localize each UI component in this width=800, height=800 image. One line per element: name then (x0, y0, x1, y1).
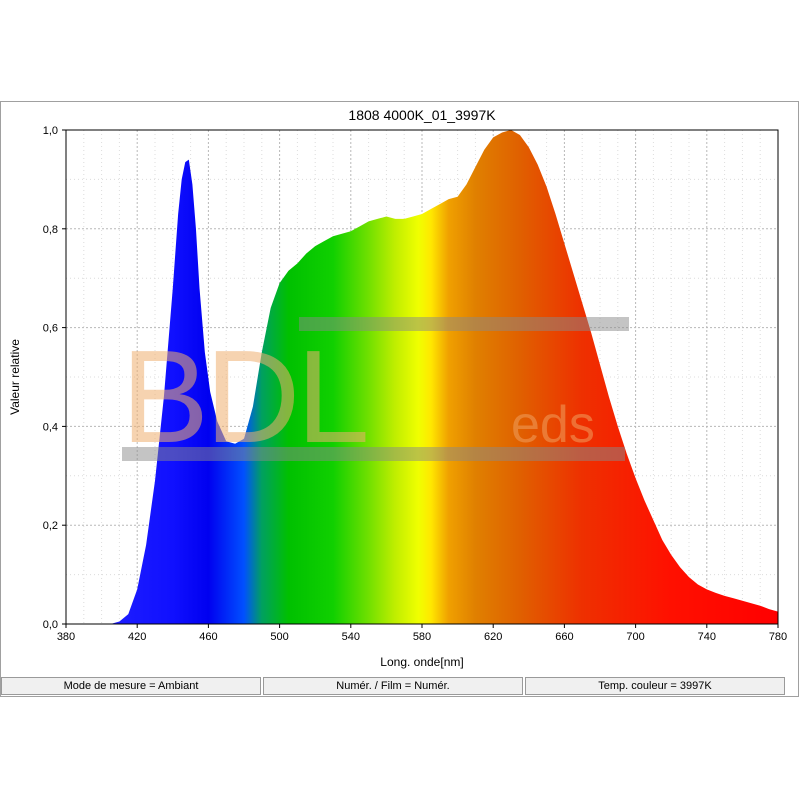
watermark-bar-bottom (122, 447, 625, 461)
y-tick-label: 0,4 (43, 421, 58, 433)
spectrum-chart: 1808 4000K_01_3997K BDL eds 380 420 460 500… (8, 107, 787, 669)
x-tick-label: 380 (57, 631, 75, 643)
y-tick-label: 0,2 (43, 520, 58, 532)
status-bar: Mode de mesure = Ambiant Numér. / Film =… (0, 677, 800, 697)
x-tick-label: 700 (626, 631, 644, 643)
x-tick-label: 740 (698, 631, 716, 643)
watermark-subtext: eds (511, 396, 595, 454)
watermark-logo: BDL eds (121, 317, 629, 470)
x-tick-label: 580 (413, 631, 431, 643)
chart-title: 1808 4000K_01_3997K (348, 107, 496, 123)
spectrum-area (101, 130, 778, 624)
status-film: Numér. / Film = Numér. (263, 677, 523, 695)
x-tick-label: 780 (769, 631, 787, 643)
x-tick-label: 620 (484, 631, 502, 643)
x-tick-label: 660 (555, 631, 573, 643)
y-tick-label: 0,0 (43, 619, 58, 631)
x-axis-label: Long. onde[nm] (380, 655, 463, 669)
x-tick-label: 460 (199, 631, 217, 643)
x-tick-label: 540 (342, 631, 360, 643)
status-mode: Mode de mesure = Ambiant (1, 677, 261, 695)
y-axis-label: Valeur relative (8, 339, 22, 415)
watermark-bar-top (299, 317, 629, 331)
y-tick-label: 0,6 (43, 323, 58, 335)
status-temp: Temp. couleur = 3997K (525, 677, 785, 695)
y-axis: 0,0 0,2 0,4 0,6 0,8 1,0 (43, 125, 66, 631)
y-tick-label: 0,8 (43, 224, 58, 236)
x-tick-label: 500 (270, 631, 288, 643)
chart-window: 1808 4000K_01_3997K BDL eds 380 420 460 500… (0, 101, 799, 697)
y-tick-label: 1,0 (43, 125, 58, 137)
x-axis: 380 420 460 500 540 580 620 660 700 740 780 (57, 624, 787, 643)
watermark-text: BDL (121, 323, 366, 470)
x-tick-label: 420 (128, 631, 146, 643)
